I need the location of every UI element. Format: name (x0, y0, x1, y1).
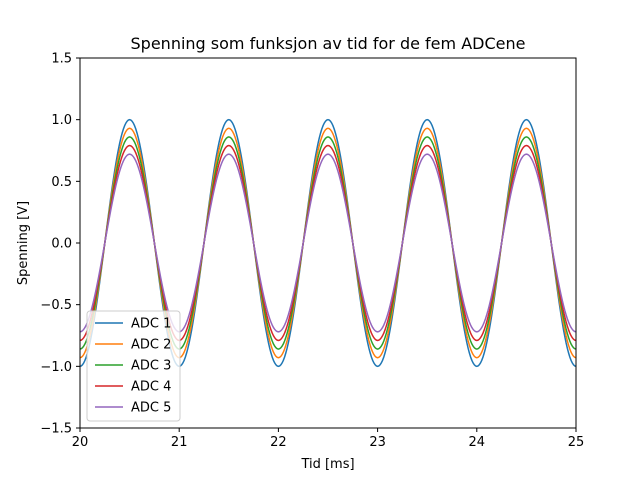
y-tick-label: 1.5 (51, 52, 72, 67)
series-line-adc-4 (79, 144, 577, 342)
ticks-layer: 20 21 22 23 24 25 −1.5 −1.0 −0.5 0.0 0.5 1.0 1.5 (40, 52, 584, 451)
x-tick-label: 22 (270, 435, 287, 450)
legend-label-adc-4: ADC 4 (131, 380, 171, 395)
y-axis-label: Spenning [V] (16, 201, 31, 285)
x-tick-label: 21 (171, 435, 188, 450)
y-tick-label: −0.5 (40, 298, 72, 313)
series-line-adc-3 (79, 136, 577, 350)
legend-label-adc-1: ADC 1 (131, 317, 171, 332)
legend-label-adc-5: ADC 5 (131, 401, 171, 416)
legend-box (86, 310, 181, 422)
x-tick-label: 25 (568, 435, 585, 450)
legend-label-adc-2: ADC 2 (131, 338, 171, 353)
y-tick-label: 0.0 (51, 237, 72, 252)
x-axis-label: Tid [ms] (300, 457, 354, 472)
legend: ADC 1 ADC 2 ADC 3 ADC 4 ADC 5 (86, 310, 181, 422)
series-line-adc-5 (79, 153, 577, 333)
y-tick-label: 0.5 (51, 175, 72, 190)
series-layer (79, 118, 577, 368)
legend-label-adc-3: ADC 3 (131, 359, 171, 374)
y-tick-label: −1.5 (40, 422, 72, 437)
x-tick-label: 24 (469, 435, 486, 450)
y-tick-label: −1.0 (40, 360, 72, 375)
x-tick-label: 20 (72, 435, 89, 450)
y-tick-label: 1.0 (51, 113, 72, 128)
x-tick-label: 23 (369, 435, 386, 450)
chart-title: Spenning som funksjon av tid for de fem … (131, 34, 526, 53)
